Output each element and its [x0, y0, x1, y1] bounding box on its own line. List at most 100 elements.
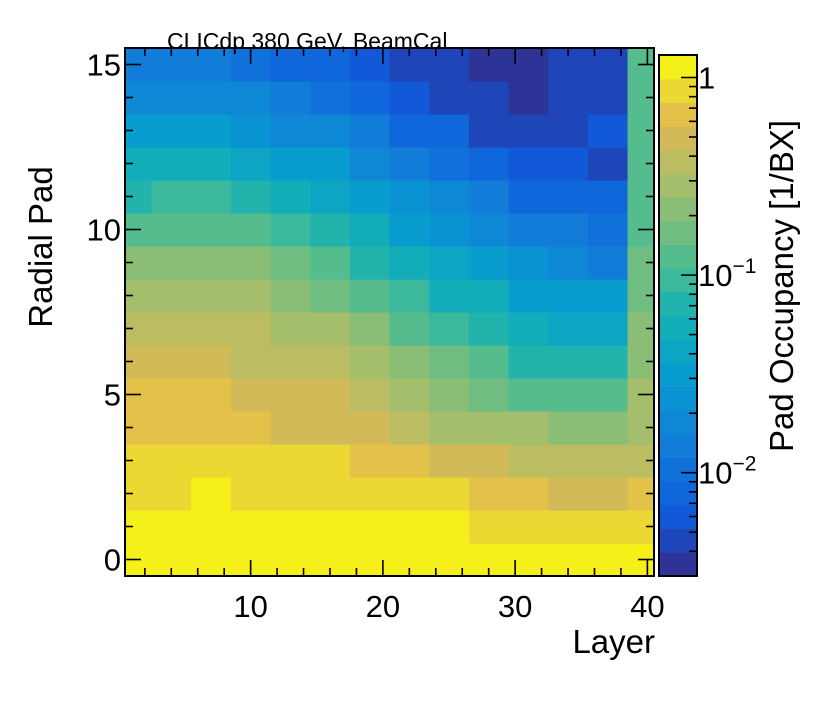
- heatmap-cell-layer-7-pad-14: [191, 81, 232, 115]
- color-scale-band: [659, 78, 697, 103]
- heatmap-cell-layer-31-pad-3: [508, 444, 549, 478]
- heatmap-cell-layer-37-pad-9: [587, 246, 629, 280]
- heatmap-cell-layer-7-pad-3: [191, 444, 232, 478]
- heatmap-cell-layer-37-pad-4: [587, 411, 629, 445]
- heatmap-cell-layer-19-pad-11: [349, 180, 391, 214]
- heatmap-cell-layer-16-pad-13: [310, 114, 351, 148]
- y-tick-label: 0: [104, 543, 121, 578]
- heatmap-cell-layer-4-pad-8: [151, 279, 192, 313]
- heatmap-cell-layer-34-pad-3: [548, 444, 589, 478]
- heatmap-cell-layer-25-pad-7: [429, 312, 470, 346]
- heatmap-cell-layer-13-pad-14: [270, 81, 311, 115]
- heatmap-cell-layer-4-pad-4: [151, 411, 192, 445]
- heatmap-cell-layer-37-pad-6: [587, 345, 629, 379]
- heatmap-cell-layer-22-pad-3: [389, 444, 430, 478]
- heatmap-cell-layer-7-pad-5: [191, 378, 232, 412]
- heatmap-cell-layer-13-pad-3: [270, 444, 311, 478]
- heatmap-cell-layer-4-pad-5: [151, 378, 192, 412]
- y-tick-label: 15: [87, 48, 121, 83]
- heatmap-cell-layer-37-pad-2: [587, 477, 629, 511]
- x-tick-label: 20: [366, 589, 400, 624]
- heatmap-cell-layer-10-pad-4: [230, 411, 272, 445]
- heatmap-cell-layer-25-pad-14: [429, 81, 470, 115]
- heatmap-cell-layer-13-pad-9: [270, 246, 311, 280]
- heatmap-cell-layer-28-pad-12: [468, 147, 510, 181]
- color-scale-title: Pad Occupancy [1/BX]: [763, 120, 800, 452]
- heatmap-cell-layer-10-pad-1: [230, 510, 272, 544]
- heatmap-cell-layer-34-pad-9: [548, 246, 589, 280]
- heatmap-cell-layer-16-pad-7: [310, 312, 351, 346]
- color-scale-band: [659, 126, 697, 151]
- heatmap-cell-layer-4-pad-11: [151, 180, 192, 214]
- heatmap-cell-layer-19-pad-2: [349, 477, 391, 511]
- heatmap-cell-layer-10-pad-5: [230, 378, 272, 412]
- heatmap-cell-layer-10-pad-13: [230, 114, 272, 148]
- heatmap-cell-layer-37-pad-1: [587, 510, 629, 544]
- heatmap-cell-layer-16-pad-14: [310, 81, 351, 115]
- heatmap-cell-layer-4-pad-2: [151, 477, 192, 511]
- heatmap-cell-layer-22-pad-8: [389, 279, 430, 313]
- heatmap-cell-layer-34-pad-7: [548, 312, 589, 346]
- heatmap-cell-layer-7-pad-11: [191, 180, 232, 214]
- heatmap-cell-layer-37-pad-12: [587, 147, 629, 181]
- heatmap-cell-layer-22-pad-7: [389, 312, 430, 346]
- heatmap-cell-layer-7-pad-4: [191, 411, 232, 445]
- heatmap-cell-layer-19-pad-12: [349, 147, 391, 181]
- heatmap-cell-layer-31-pad-10: [508, 213, 549, 247]
- y-tick-label: 5: [104, 378, 121, 413]
- heatmap-cell-layer-37-pad-7: [587, 312, 629, 346]
- heatmap-cell-layer-7-pad-2: [191, 477, 232, 511]
- color-scale-band: [659, 410, 697, 435]
- heatmap-cell-layer-31-pad-8: [508, 279, 549, 313]
- heatmap-cell-layer-19-pad-13: [349, 114, 391, 148]
- heatmap-cell-layer-34-pad-4: [548, 411, 589, 445]
- heatmap-cell-layer-25-pad-5: [429, 378, 470, 412]
- heatmap-cell-layer-28-pad-11: [468, 180, 510, 214]
- heatmap-cell-layer-13-pad-10: [270, 213, 311, 247]
- heatmap-cell-layer-31-pad-7: [508, 312, 549, 346]
- y-axis-title: Radial Pad: [22, 166, 59, 327]
- heatmap-cell-layer-22-pad-6: [389, 345, 430, 379]
- heatmap-cell-layer-28-pad-9: [468, 246, 510, 280]
- heatmap-cell-layer-7-pad-6: [191, 345, 232, 379]
- heatmap-cell-layer-37-pad-8: [587, 279, 629, 313]
- color-scale-band: [659, 197, 697, 222]
- heatmap-cell-layer-19-pad-6: [349, 345, 391, 379]
- heatmap-cell-layer-28-pad-8: [468, 279, 510, 313]
- heatmap-cell-layer-34-pad-13: [548, 114, 589, 148]
- heatmap-cell-layer-25-pad-4: [429, 411, 470, 445]
- heatmap-cell-layer-16-pad-2: [310, 477, 351, 511]
- heatmap-cell-layer-37-pad-11: [587, 180, 629, 214]
- heatmap-cell-layer-16-pad-9: [310, 246, 351, 280]
- heatmap-cell-layer-25-pad-8: [429, 279, 470, 313]
- heatmap-cell-layer-10-pad-14: [230, 81, 272, 115]
- heatmap-cell-layer-28-pad-7: [468, 312, 510, 346]
- heatmap-cell-layer-10-pad-6: [230, 345, 272, 379]
- heatmap-cell-layer-16-pad-4: [310, 411, 351, 445]
- heatmap-cell-layer-28-pad-14: [468, 81, 510, 115]
- chart-header: CLICdp 380 GeV, BeamCal: [167, 28, 447, 54]
- heatmap-cell-layer-7-pad-9: [191, 246, 232, 280]
- x-tick-label: 10: [233, 589, 267, 624]
- color-scale-band: [659, 291, 697, 316]
- x-tick-label: 40: [630, 589, 664, 624]
- heatmap-cell-layer-19-pad-4: [349, 411, 391, 445]
- heatmap-cell-layer-37-pad-3: [587, 444, 629, 478]
- heatmap-cell-layer-16-pad-1: [310, 510, 351, 544]
- heatmap-cell-layer-4-pad-3: [151, 444, 192, 478]
- heatmap-cell-layer-13-pad-8: [270, 279, 311, 313]
- heatmap-cell-layer-31-pad-11: [508, 180, 549, 214]
- heatmap-cell-layer-4-pad-6: [151, 345, 192, 379]
- heatmap-cell-layer-10-pad-7: [230, 312, 272, 346]
- color-scale-band: [659, 362, 697, 388]
- heatmap-cell-layer-34-pad-6: [548, 345, 589, 379]
- color-scale-band: [659, 173, 697, 198]
- heatmap-cell-layer-34-pad-11: [548, 180, 589, 214]
- color-scale-band: [659, 220, 697, 245]
- heatmap-cell-layer-10-pad-9: [230, 246, 272, 280]
- heatmap-cell-layer-7-pad-10: [191, 213, 232, 247]
- z-tick-label: 10−1: [698, 255, 756, 293]
- heatmap-cell-layer-34-pad-5: [548, 378, 589, 412]
- heatmap-cell-layer-13-pad-13: [270, 114, 311, 148]
